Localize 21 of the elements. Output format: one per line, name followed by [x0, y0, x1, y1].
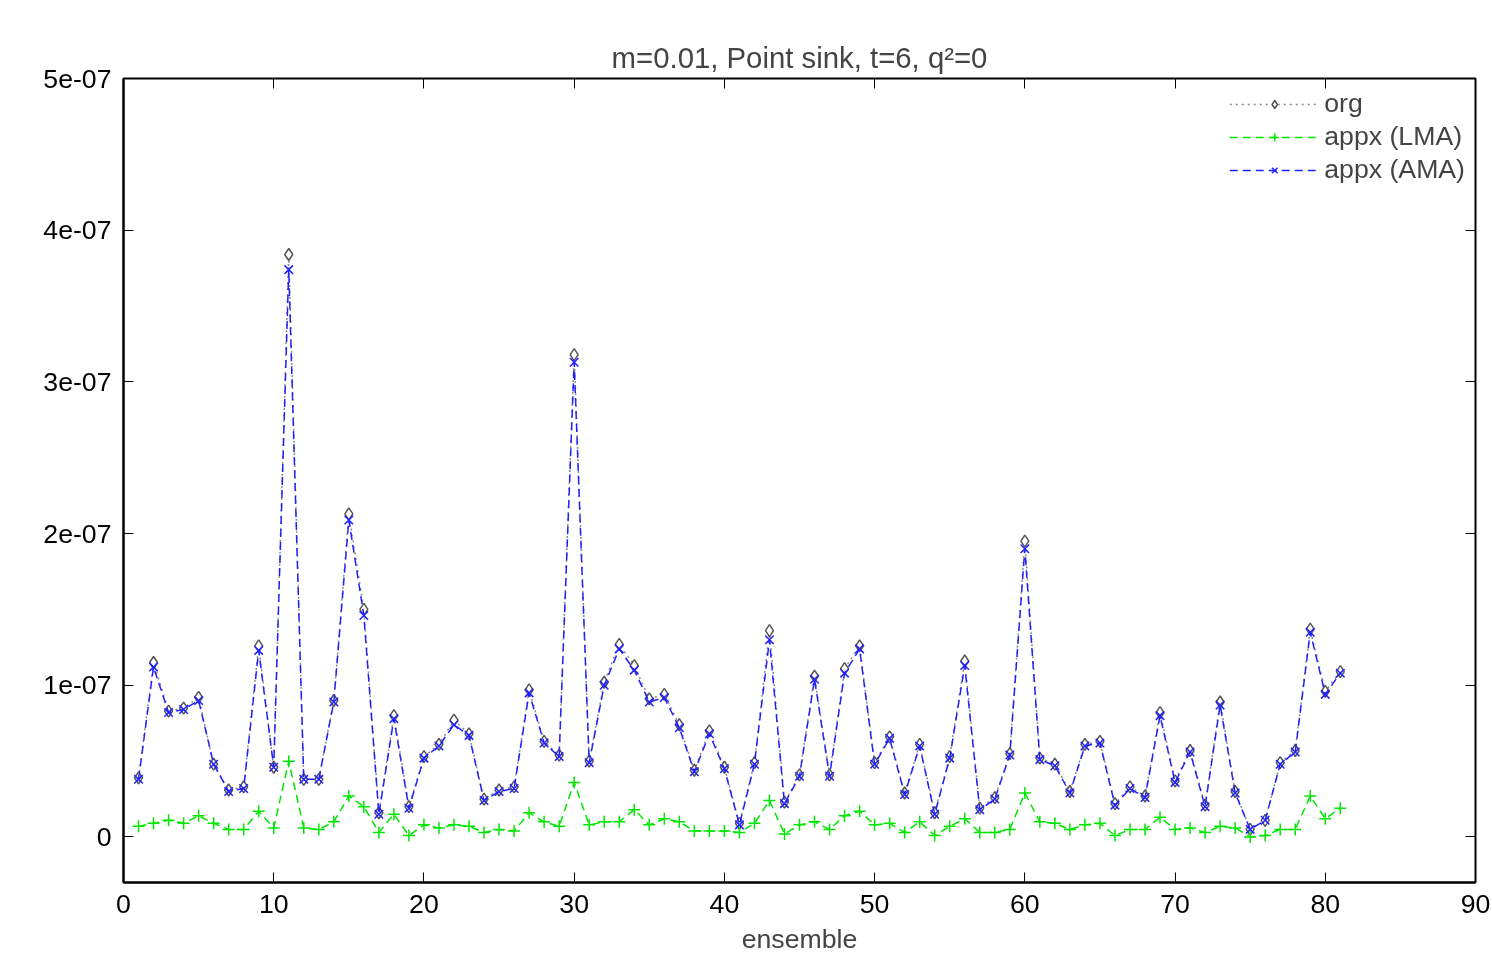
x-tick-label: 20	[409, 888, 439, 919]
legend-label: appx (AMA)	[1324, 154, 1465, 185]
x-tick-label: 60	[1010, 888, 1040, 919]
y-tick-label: 1e-07	[43, 670, 112, 701]
x-tick-label: 40	[709, 888, 740, 919]
x-axis-title: ensemble	[741, 923, 858, 954]
x-tick-label: 10	[258, 888, 289, 919]
x-tick-label: 0	[116, 888, 131, 919]
legend-label: org	[1324, 88, 1363, 119]
y-tick-label: 5e-07	[43, 63, 112, 94]
x-tick-label: 30	[559, 888, 589, 919]
chart-title: m=0.01, Point sink, t=6, q²=0	[611, 40, 988, 74]
x-tick-label: 70	[1160, 888, 1190, 919]
legend-label: appx (LMA)	[1324, 121, 1463, 152]
y-tick-label: 4e-07	[43, 215, 112, 246]
y-tick-label: 2e-07	[43, 518, 112, 549]
x-tick-label: 90	[1460, 888, 1491, 919]
x-tick-label: 80	[1310, 888, 1341, 919]
x-tick-label: 50	[859, 888, 890, 919]
y-tick-label: 3e-07	[43, 366, 112, 397]
y-tick-label: 0	[96, 821, 112, 852]
